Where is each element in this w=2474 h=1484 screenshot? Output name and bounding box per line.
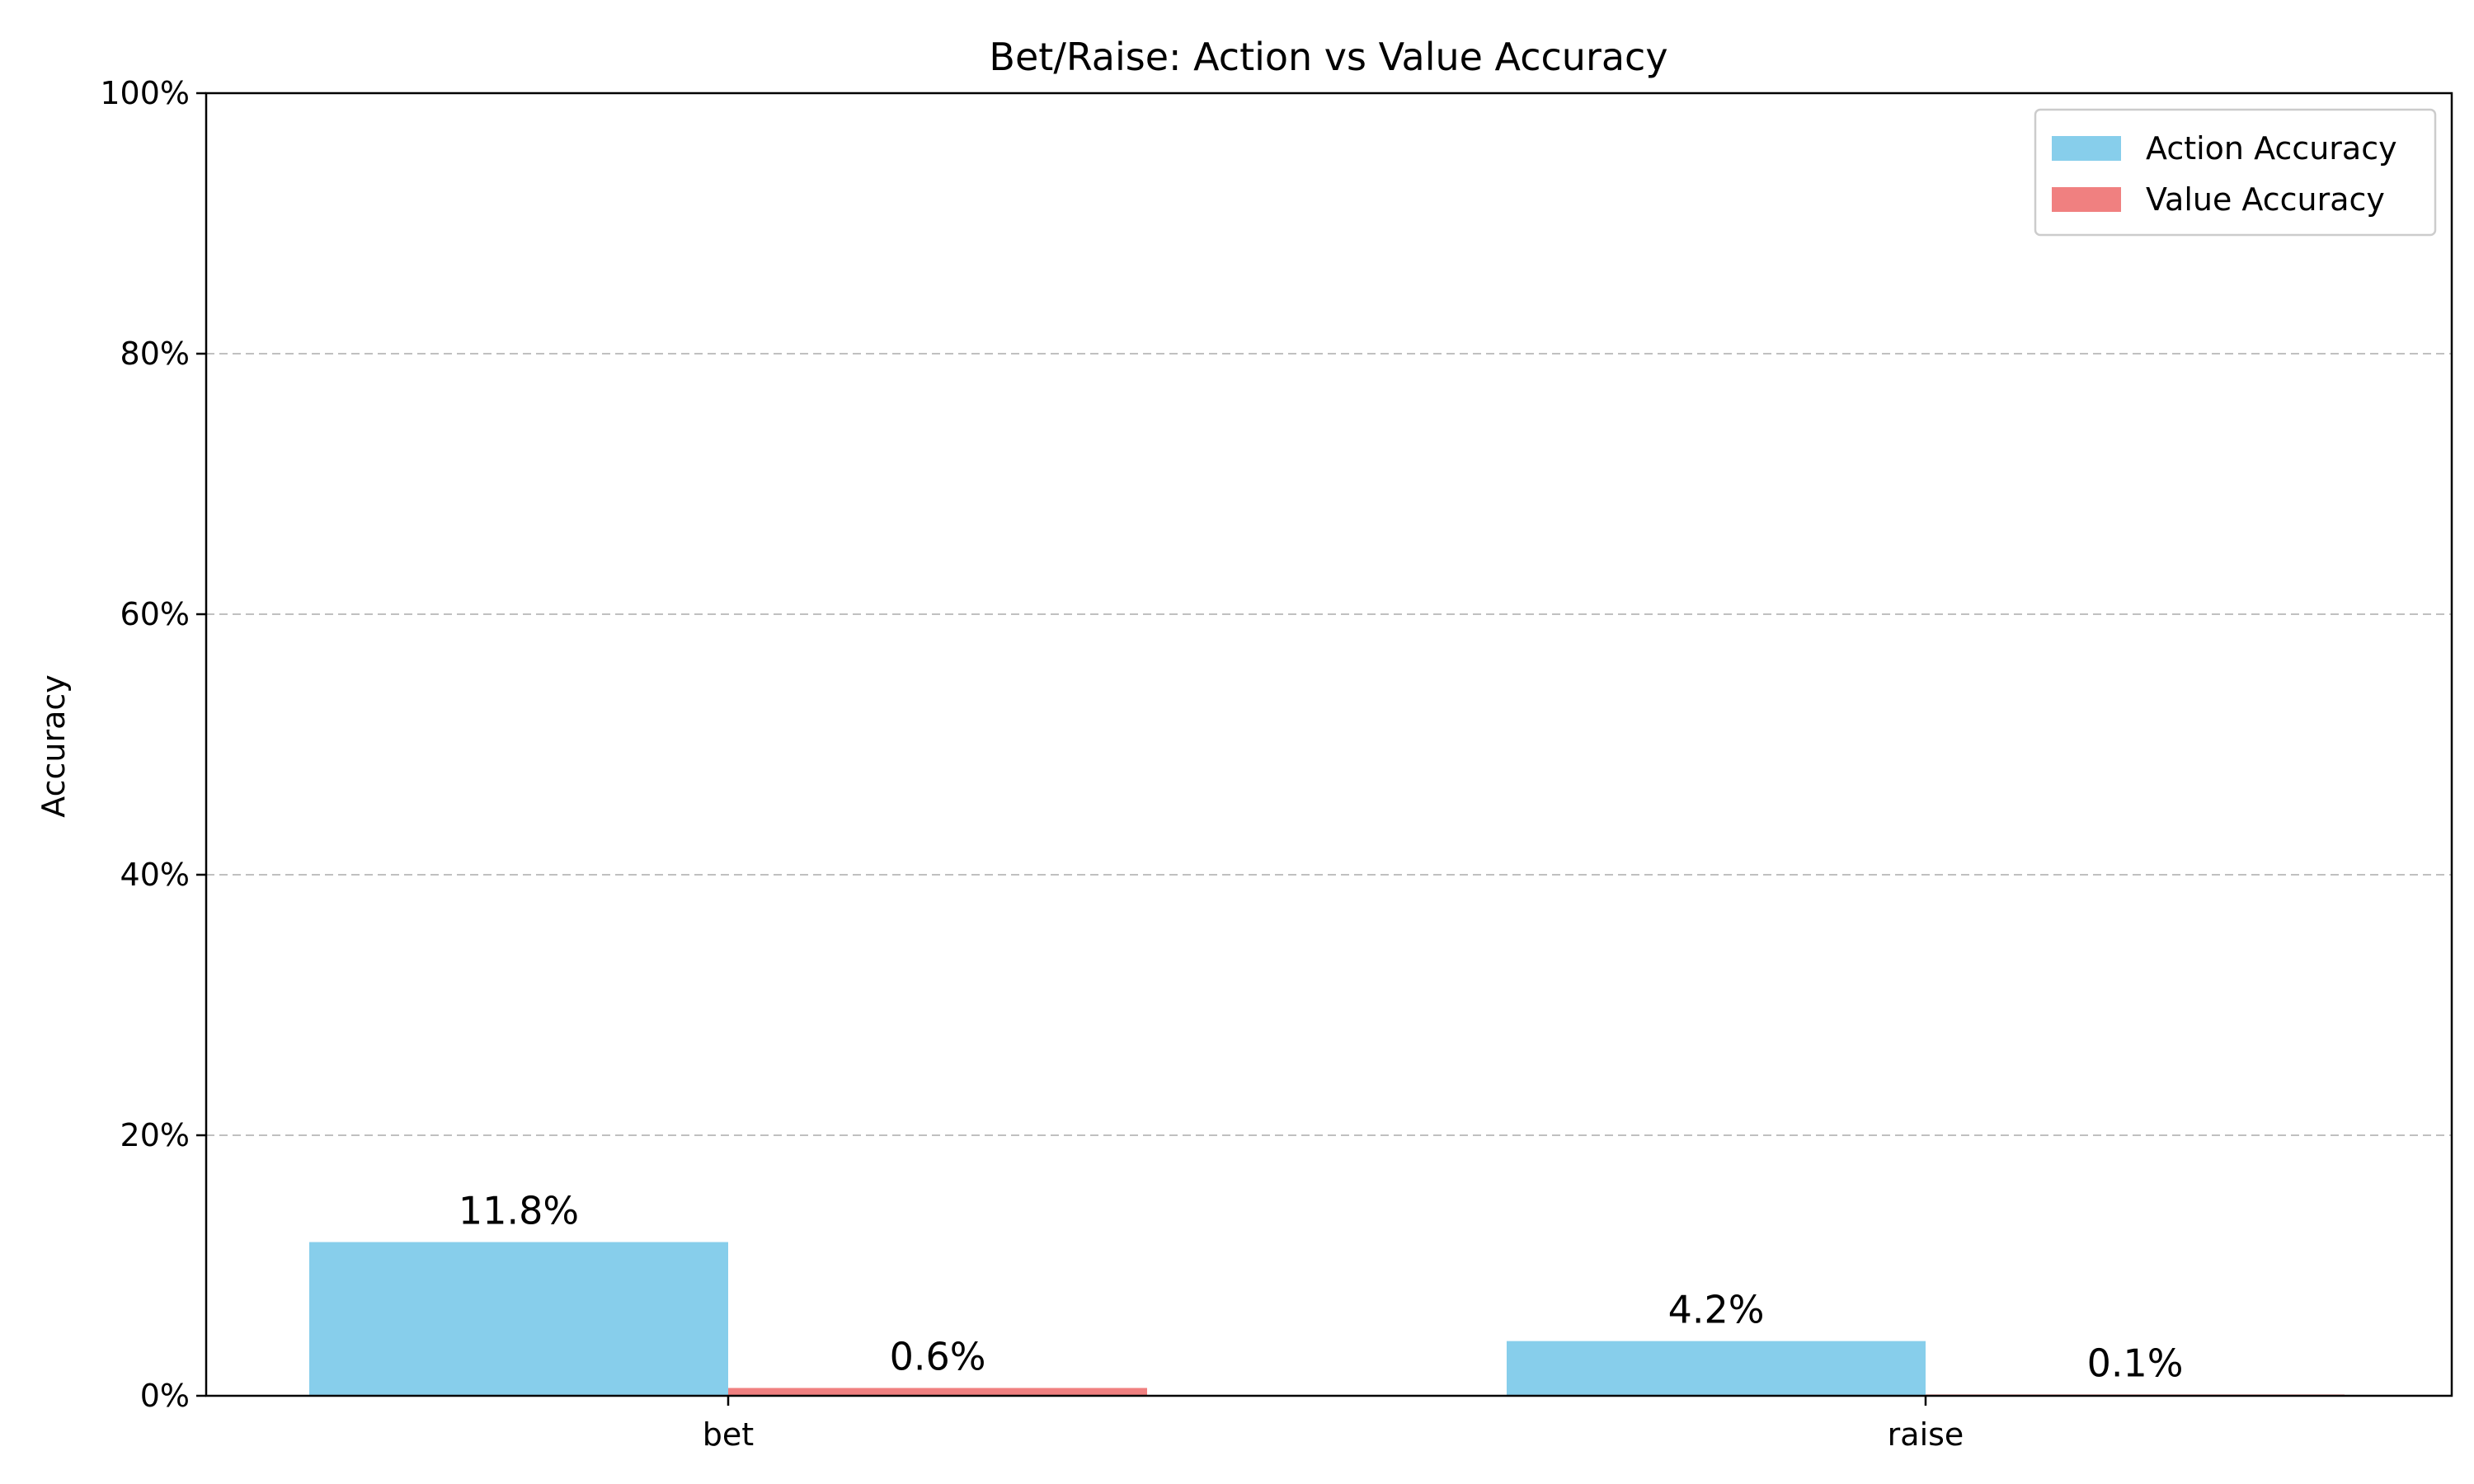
gridlines [206, 353, 2452, 1136]
legend-swatch [2052, 187, 2121, 212]
bar-raise-0 [1507, 1341, 1926, 1396]
data-label: 4.2% [1668, 1288, 1765, 1332]
data-labels: 11.8% 0.6% 4.2% 0.1% [459, 1189, 2184, 1386]
y-tick-label: 40% [120, 857, 190, 893]
bar-bet-0 [309, 1242, 728, 1396]
x-axis-ticks: bet raise [703, 1396, 1964, 1453]
y-tick-label: 20% [120, 1117, 190, 1153]
data-label: 11.8% [459, 1189, 579, 1233]
y-axis-label: Accuracy [35, 674, 72, 818]
legend-swatch [2052, 136, 2121, 161]
y-tick-label: 0% [140, 1378, 190, 1414]
x-tick-label: raise [1888, 1416, 1964, 1453]
data-label: 0.1% [2087, 1341, 2184, 1385]
legend: Action Accuracy Value Accuracy [2034, 108, 2437, 237]
y-axis-ticks: 0% 20% 40% 60% 80% 100% [100, 75, 206, 1414]
y-tick-label: 100% [100, 75, 190, 111]
bar-bet-1 [728, 1388, 1147, 1396]
legend-box [2034, 108, 2437, 237]
y-tick-label: 60% [120, 596, 190, 632]
x-tick-label: bet [703, 1416, 754, 1453]
bars [309, 1242, 2345, 1396]
legend-entry: Action Accuracy [2146, 130, 2397, 167]
legend-entry: Value Accuracy [2146, 181, 2385, 218]
chart-title: Bet/Raise: Action vs Value Accuracy [989, 35, 1667, 79]
data-label: 0.6% [890, 1335, 986, 1379]
plot-frame [205, 92, 2453, 1397]
y-tick-label: 80% [120, 336, 190, 372]
